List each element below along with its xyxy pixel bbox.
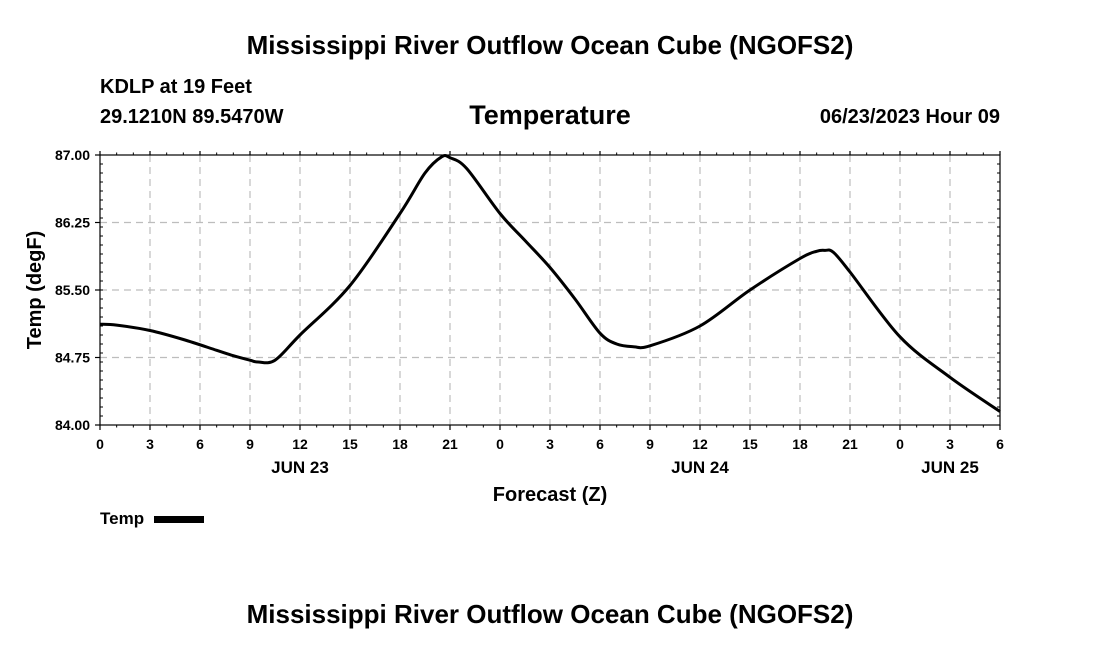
x-tick-label: 6 bbox=[196, 436, 204, 452]
x-tick-label: 12 bbox=[292, 436, 308, 452]
x-tick-label: 0 bbox=[496, 436, 504, 452]
chart-subtitle: Temperature bbox=[469, 100, 631, 130]
x-tick-label: 21 bbox=[842, 436, 858, 452]
chart-title: Mississippi River Outflow Ocean Cube (NG… bbox=[246, 30, 854, 60]
x-tick-label: 0 bbox=[96, 436, 104, 452]
x-tick-label: 6 bbox=[996, 436, 1004, 452]
series-line-temp bbox=[99, 153, 1001, 413]
x-tick-label: 3 bbox=[546, 436, 554, 452]
y-tick-label: 87.00 bbox=[55, 147, 90, 163]
x-tick-label: 15 bbox=[742, 436, 758, 452]
station-label: KDLP at 19 Feet bbox=[100, 76, 252, 98]
x-tick-label: 18 bbox=[792, 436, 808, 452]
y-tick-label: 86.25 bbox=[55, 215, 90, 231]
x-tick-label: 0 bbox=[896, 436, 904, 452]
footer-title: Mississippi River Outflow Ocean Cube (NG… bbox=[246, 599, 854, 629]
x-axis-title: Forecast (Z) bbox=[493, 484, 607, 506]
day-label: JUN 23 bbox=[271, 458, 329, 477]
day-label: JUN 24 bbox=[671, 458, 729, 477]
plot-frame bbox=[99, 154, 1001, 426]
x-tick-label: 21 bbox=[442, 436, 458, 452]
legend-line-swatch bbox=[154, 515, 205, 523]
temperature-chart: 0 3 6 9 12 15 18 21 0 3 6 9 12 15 18 21 0 3 6 84.00 84.75 85.… bbox=[24, 147, 1004, 506]
legend: Temp bbox=[100, 509, 205, 529]
coordinates-label: 29.1210N 89.5470W bbox=[100, 106, 284, 128]
x-tick-label: 6 bbox=[596, 436, 604, 452]
y-tick-label: 84.00 bbox=[55, 417, 90, 433]
x-tick-label: 12 bbox=[692, 436, 708, 452]
x-tick-label: 3 bbox=[946, 436, 954, 452]
x-tick-label: 15 bbox=[342, 436, 358, 452]
x-tick-label: 9 bbox=[646, 436, 654, 452]
x-tick-label: 3 bbox=[146, 436, 154, 452]
x-tick-label: 9 bbox=[246, 436, 254, 452]
day-label: JUN 25 bbox=[921, 458, 979, 477]
legend-label: Temp bbox=[100, 509, 145, 528]
y-axis-title: Temp (degF) bbox=[24, 231, 46, 350]
y-tick-label: 84.75 bbox=[55, 350, 90, 366]
datetime-label: 06/23/2023 Hour 09 bbox=[819, 106, 1000, 128]
y-tick-label: 85.50 bbox=[55, 282, 90, 298]
x-tick-label: 18 bbox=[392, 436, 408, 452]
